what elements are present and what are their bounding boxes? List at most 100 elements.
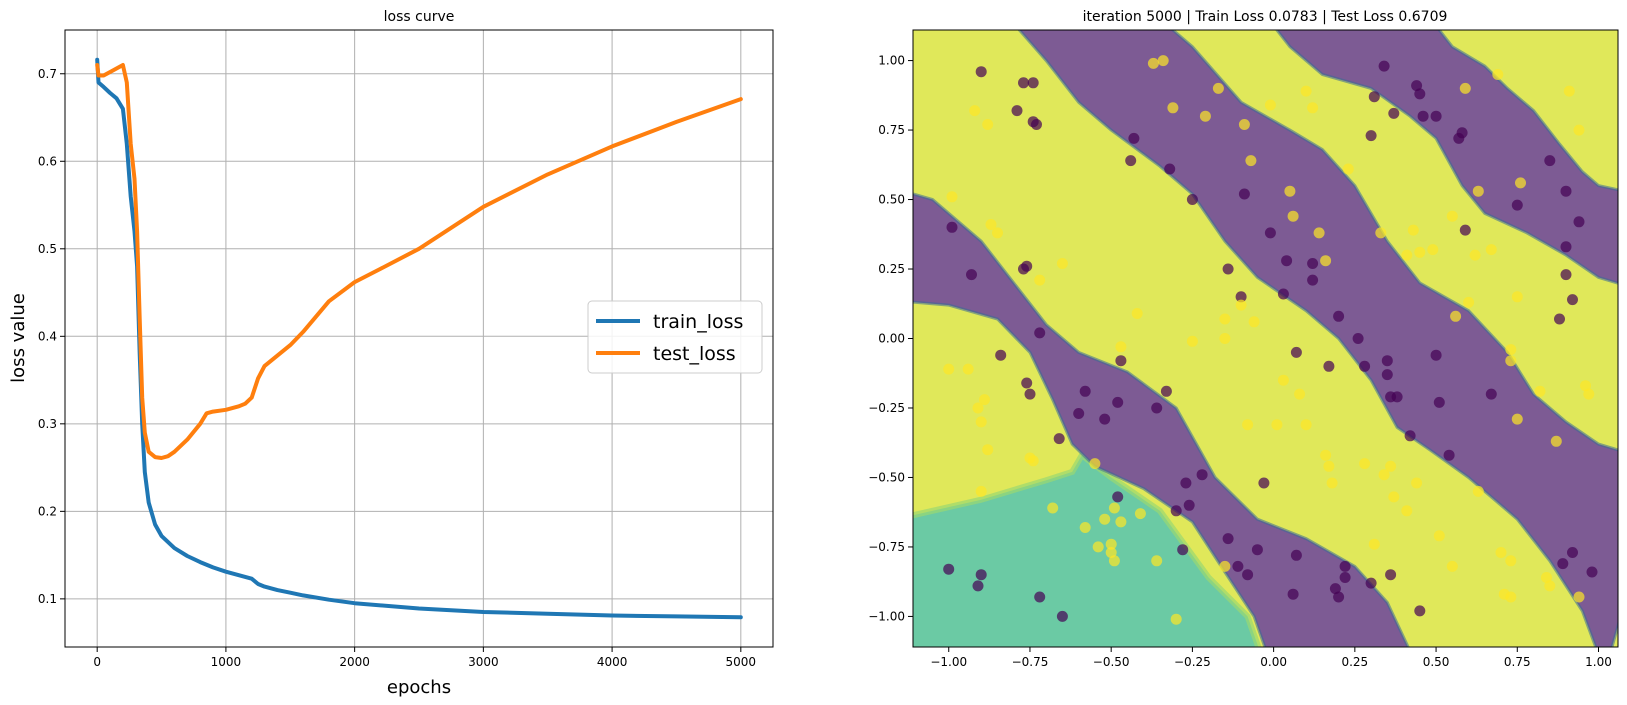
scatter-point-26 [1560,269,1572,281]
scatter-point-142 [1186,335,1198,347]
scatter-point-117 [1511,291,1523,303]
scatter-point-93 [1567,547,1578,558]
scatter-point-136 [985,219,997,230]
scatter-point-69 [1180,477,1192,489]
scatter-point-45 [1238,188,1250,200]
scatter-point-138 [1034,274,1046,286]
scatter-point-145 [1235,299,1247,311]
scatter-point-92 [1557,558,1569,570]
scatter-point-176 [1271,419,1283,431]
scatter-point-96 [1157,55,1169,67]
scatter-point-39 [1099,413,1111,425]
scatter-point-54 [1352,333,1364,344]
loss-chart-title: loss curve [384,9,455,25]
legend-test-loss-label: test_loss [653,343,736,365]
loss-y-axis-label: loss value [8,293,29,383]
scatter-point-59 [1381,369,1393,381]
scatter-point-168 [1108,555,1120,567]
scatter-point-149 [943,363,955,375]
scatter-point-40 [1112,396,1124,408]
loss-x-tick-label-5: 5000 [726,655,757,669]
scatter-point-139 [1056,258,1068,269]
scatter-point-148 [1313,227,1325,239]
scatter-point-172 [1320,449,1332,461]
scatter-point-44 [1053,433,1065,445]
scatter-point-125 [1505,344,1517,356]
scatter-point-37 [1079,385,1091,397]
scatter-point-91 [1056,610,1068,622]
scatter-y-tick-label-7: 0.75 [878,123,905,137]
decision-boundary-panel: −1.00 −0.75 −0.50 −0.25 0.00 0.25 0.50 0.75 1.00… [868,9,1619,669]
scatter-point-55 [1290,346,1302,358]
loss-y-tick-label-3: 0.4 [38,329,57,343]
scatter-point-143 [1219,333,1231,344]
scatter-point-97 [1167,102,1179,114]
scatter-y-tick-label-6: 0.50 [878,193,905,207]
scatter-point-67 [1112,491,1124,503]
scatter-x-tick-label-0: −1.00 [930,655,967,669]
scatter-point-27 [1567,294,1578,306]
scatter-point-57 [1359,360,1371,372]
scatter-point-130 [1511,413,1523,425]
scatter-x-tick-label-7: 0.75 [1504,655,1531,669]
scatter-point-38 [1073,408,1085,419]
scatter-y-ticks: −1.00 −0.75 −0.50 −0.25 0.00 0.25 0.50 0.75 1.00 [868,54,913,623]
scatter-point-7 [1125,155,1137,167]
scatter-point-152 [972,402,984,414]
scatter-point-173 [1323,460,1335,472]
scatter-point-147 [1320,255,1332,267]
scatter-point-98 [1199,110,1211,122]
scatter-point-187 [1446,560,1458,572]
scatter-point-165 [1134,508,1146,520]
scatter-point-181 [1378,469,1390,481]
loss-x-tick-label-3: 3000 [468,655,499,669]
scatter-point-119 [1450,310,1462,322]
scatter-point-118 [1463,296,1475,308]
scatter-point-63 [1433,396,1445,408]
scatter-point-95 [1147,57,1159,69]
scatter-point-189 [1505,555,1517,567]
scatter-y-tick-label-5: 0.25 [878,262,905,276]
scatter-point-99 [1212,82,1224,94]
scatter-point-188 [1495,547,1507,558]
scatter-point-82 [1339,572,1351,583]
scatter-point-68 [1170,505,1182,517]
scatter-point-51 [1307,258,1319,269]
scatter-y-tick-label-4: 0.00 [878,332,905,346]
scatter-point-71 [1196,469,1208,481]
decision-regions [913,30,1618,647]
scatter-point-5 [1031,119,1042,130]
loss-plot-frame [64,29,774,648]
scatter-points [943,55,1598,625]
scatter-point-109 [1563,85,1575,97]
scatter-point-150 [962,363,974,375]
scatter-point-108 [1492,69,1504,80]
scatter-point-166 [1105,538,1117,550]
scatter-x-tick-label-8: 1.00 [1585,655,1612,669]
scatter-point-77 [1290,549,1302,561]
scatter-point-137 [992,227,1003,239]
scatter-point-123 [1414,246,1426,258]
scatter-point-56 [1323,360,1335,372]
scatter-point-29 [946,221,958,233]
scatter-point-146 [1248,316,1260,328]
scatter-x-ticks: −1.00 −0.75 −0.50 −0.25 0.00 0.25 0.50 0.75 1.00 [930,647,1612,669]
scatter-point-76 [1251,544,1263,556]
loss-x-axis-label: epochs [387,677,451,698]
scatter-point-16 [1417,110,1429,122]
scatter-x-tick-label-3: −0.25 [1174,655,1211,669]
scatter-point-9 [1186,194,1198,205]
scatter-point-131 [1550,435,1562,447]
scatter-point-17 [1430,110,1442,122]
scatter-y-tick-label-3: −0.25 [868,401,905,415]
scatter-point-182 [1385,460,1397,472]
scatter-point-180 [1359,458,1371,470]
scatter-point-79 [1329,583,1341,595]
scatter-point-0 [975,66,987,78]
scatter-point-195 [1368,538,1380,550]
scatter-point-159 [1047,502,1059,514]
scatter-point-102 [1264,99,1276,111]
scatter-point-183 [1388,491,1400,503]
scatter-point-174 [1326,477,1338,489]
scatter-point-185 [1411,477,1423,489]
